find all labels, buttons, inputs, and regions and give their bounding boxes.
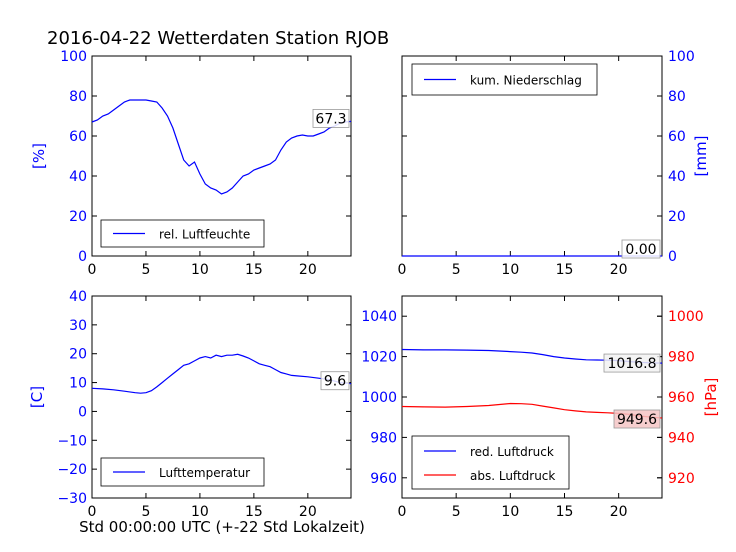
pressure-panel: 0 5 10 15 20 960 980 1000 1020 1040 920 940 960 980 10… [361,295,720,520]
y-tick-label: 960 [370,471,397,487]
y-tick-label: 40 [668,169,686,185]
x-tick-label: 10 [191,262,209,278]
x-tick-label: 10 [191,504,209,520]
y-tick-label: 40 [69,289,87,305]
x-tick-label: 15 [556,262,574,278]
y-tick-label-right: 920 [668,471,695,487]
y-tick-label: 20 [69,209,87,225]
y-tick-label: −10 [57,433,87,449]
y-tick-label-right: 980 [668,350,695,366]
value-label-box [320,371,350,391]
y-tick-label: 20 [69,347,87,363]
y-axis-label: [hPa] [702,378,720,417]
y-tick-label-right: 960 [668,390,695,406]
figure-xlabel: Std 00:00:00 UTC (+-22 Std Lokalzeit) [79,518,365,536]
series-line [91,99,352,195]
x-tick-label: 0 [88,504,97,520]
value-label-box [603,353,661,373]
y-tick-label: −20 [57,462,87,478]
value-label: 67.3 [315,111,346,127]
y-tick-label-right: 1000 [668,309,704,325]
y-tick-label: 80 [668,89,686,105]
precipitation-panel: 0 5 10 15 20 0 20 40 60 80 100 [mm] 0.00 kum. Nieders… [398,49,710,278]
x-tick-label: 0 [88,262,97,278]
x-tick-label: 5 [452,262,461,278]
y-axis-label: [mm] [692,136,710,177]
y-tick-label: 60 [69,129,87,145]
x-tick-label: 0 [398,262,407,278]
x-tick-label: 15 [556,504,574,520]
y-tick-label: 0 [78,249,87,265]
value-label: 1016.8 [608,356,657,372]
y-tick-label: 60 [668,129,686,145]
value-label-box [613,409,661,429]
value-label-box [621,239,661,259]
y-axis-label: [C] [28,386,46,408]
x-tick-label: 5 [452,504,461,520]
y-tick-label: 100 [60,49,87,65]
x-tick-label: 15 [245,262,263,278]
figure-title: 2016-04-22 Wetterdaten Station RJOB [47,28,389,49]
y-tick-label: 0 [668,249,677,265]
y-tick-label: 10 [69,376,87,392]
y-tick-label: 80 [69,89,87,105]
x-tick-label: 5 [141,262,150,278]
x-tick-label: 20 [299,262,317,278]
value-label-box [312,109,350,128]
y-tick-label: 20 [668,209,686,225]
x-tick-label: 15 [245,504,263,520]
y-tick-label: 40 [69,169,87,185]
y-tick-label: 1020 [361,350,397,366]
x-tick-label: 10 [501,504,519,520]
y-tick-label: 1000 [361,390,397,406]
x-tick-label: 20 [610,504,628,520]
y-tick-label: −30 [57,491,87,507]
humidity-panel: 0 5 10 15 20 0 20 40 60 80 100 [%] 67.3 rel. Luftfeuc… [30,49,352,278]
x-tick-label: 5 [141,504,150,520]
y-tick-label-right: 940 [668,430,695,446]
y-tick-label: 980 [370,430,397,446]
series-line [91,353,352,394]
y-tick-label: 100 [668,49,695,65]
legend-label: Lufttemperatur [159,466,250,480]
x-tick-label: 20 [610,262,628,278]
legend-box [411,435,570,490]
legend-label: red. Luftdruck [470,445,554,459]
legend-label: kum. Niederschlag [470,74,582,88]
x-tick-label: 0 [398,504,407,520]
y-tick-label: 30 [69,318,87,334]
x-tick-label: 20 [299,504,317,520]
y-tick-label: 0 [78,404,87,420]
legend-label: rel. Luftfeuchte [159,228,250,242]
value-label: 9.6 [324,374,346,390]
y-tick-label: 1040 [361,309,397,325]
value-label: 0.00 [625,242,656,258]
y-axis-label: [%] [30,143,48,169]
x-tick-label: 10 [501,262,519,278]
legend-label: abs. Luftdruck [470,469,555,483]
temperature-panel: 0 5 10 15 20 −30 −20 −10 0 10 20 30 40 [C] 9.6 Lufttemp… [28,289,352,520]
value-label: 949.6 [617,412,657,428]
